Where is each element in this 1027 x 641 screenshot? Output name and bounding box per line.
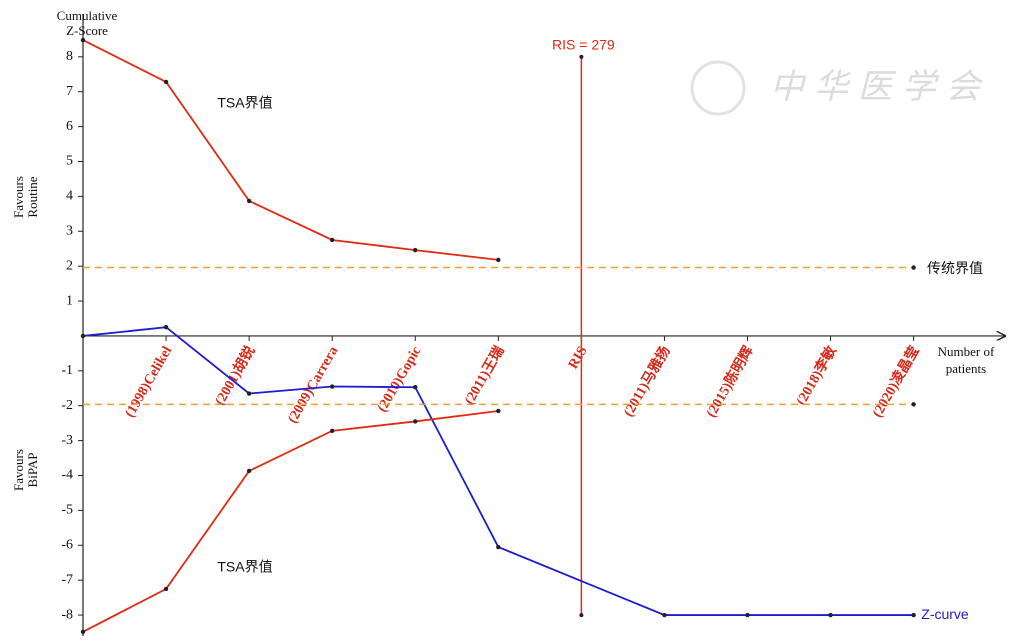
ris-label: RIS = 279 (552, 37, 615, 53)
point (911, 402, 916, 407)
x-tick-label: (2015)陈明辉 (702, 343, 756, 420)
point (163, 79, 169, 85)
y-tick-label: -8 (61, 607, 73, 622)
point (246, 391, 252, 396)
series-line (82, 326, 914, 616)
watermark-logo (690, 60, 746, 116)
y-axis-title: Cumulative (57, 8, 118, 23)
ris-end (579, 54, 584, 59)
y-tick-label: 3 (66, 223, 73, 238)
point (911, 265, 916, 270)
point (496, 408, 501, 414)
point (246, 468, 252, 474)
point (496, 257, 501, 263)
point (163, 586, 169, 592)
point (745, 612, 750, 618)
point (413, 419, 418, 424)
y-tick-label: 4 (66, 189, 73, 204)
series-label: 传统界值 (927, 261, 983, 277)
series-label: TSA界值 (217, 95, 272, 111)
watermark: 中华医学会 (770, 69, 990, 106)
point (163, 325, 169, 330)
x-tick-label: (2018)李敏 (792, 342, 840, 408)
y-tick-label: 5 (66, 154, 73, 169)
x-tick-label: (2001)胡锐 (211, 343, 258, 408)
y-tick-label: -3 (61, 433, 73, 448)
y-tick-label: 1 (66, 293, 73, 308)
favours-label: BiPAP (25, 453, 40, 488)
x-tick-label: (2011)王瑞 (461, 343, 508, 407)
y-tick-label: 6 (66, 119, 73, 134)
series-label: Z-curve (921, 606, 969, 622)
series-line (82, 410, 499, 633)
y-tick-label: -6 (61, 538, 73, 553)
point (80, 333, 86, 339)
point (80, 37, 86, 43)
x-tick-label: (2020)凌晶莹 (868, 343, 922, 420)
y-tick-label: -7 (61, 572, 73, 587)
x-tick-label: (2011)马雅扬 (620, 343, 674, 420)
point (828, 612, 833, 618)
favours-label: Favours (11, 449, 26, 491)
favours-label: Routine (25, 176, 40, 217)
y-tick-label: -5 (61, 503, 73, 518)
ris-end (579, 613, 584, 618)
point (246, 198, 252, 204)
y-tick-label: -1 (61, 363, 73, 378)
point (413, 385, 418, 390)
x-axis-title: patients (946, 361, 986, 376)
point (496, 544, 501, 550)
point (662, 612, 667, 618)
x-axis-title: Number of (938, 344, 995, 359)
series-line (82, 39, 499, 261)
point (329, 237, 335, 243)
favours-label: Favours (11, 176, 26, 218)
point (329, 384, 335, 389)
point (413, 247, 418, 253)
x-tick-label: (1998)Celikel (123, 344, 176, 420)
series-label: TSA界值 (217, 559, 272, 575)
y-tick-label: 7 (66, 84, 73, 99)
y-tick-label: -2 (61, 398, 73, 413)
point (80, 629, 86, 635)
y-tick-label: -4 (61, 468, 73, 483)
point (329, 428, 335, 434)
point (911, 612, 916, 618)
x-tick-label: RIS (566, 344, 591, 372)
y-tick-label: 2 (66, 258, 73, 273)
y-tick-label: 8 (66, 49, 73, 64)
y-axis-title: Z-Score (66, 23, 108, 38)
